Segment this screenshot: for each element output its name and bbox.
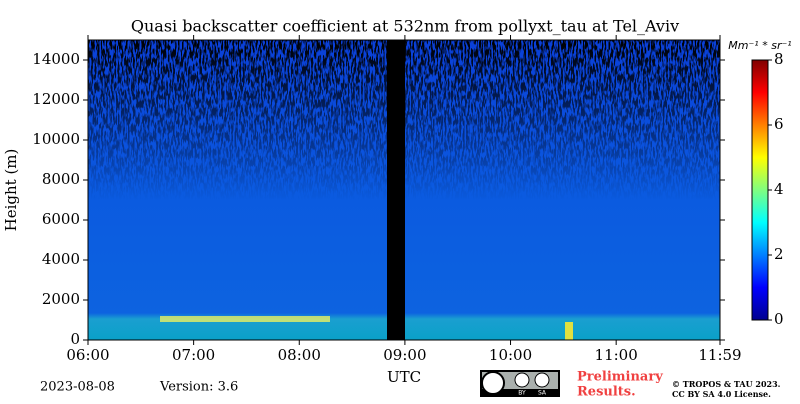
date: 2023-08-08 <box>40 380 115 395</box>
y-axis-label: Height (m) <box>2 149 20 232</box>
colorbar-tick-label: 4 <box>774 180 784 198</box>
y-tick-label: 6000 <box>42 210 80 228</box>
y-tick-label: 2000 <box>42 290 80 308</box>
y-tick-label: 10000 <box>32 130 80 148</box>
chart-title: Quasi backscatter coefficient at 532nm f… <box>131 17 679 36</box>
badge-text: SA <box>538 390 547 397</box>
notice: Results. <box>577 385 636 400</box>
x-tick-label: 10:00 <box>489 346 532 364</box>
colorbar <box>751 59 769 321</box>
version: Version: 3.6 <box>159 380 238 395</box>
colorbar-label: Mm⁻¹ * sr⁻¹ <box>728 39 791 52</box>
y-tick-label: 14000 <box>32 50 80 68</box>
y-tick-label: 4000 <box>42 250 80 268</box>
colorbar-tick-label: 6 <box>774 115 784 133</box>
colorbar-tick-label: 2 <box>774 245 784 263</box>
x-tick-label: 08:00 <box>278 346 321 364</box>
colorbar-tick-label: 8 <box>774 50 784 68</box>
notice: Preliminary <box>577 370 663 385</box>
x-tick-label: 09:00 <box>383 346 426 364</box>
copyright: CC BY SA 4.0 License. <box>672 389 771 399</box>
x-tick-label: 11:00 <box>595 346 638 364</box>
heatmap <box>88 40 720 340</box>
license-badge: BY SA <box>480 370 560 397</box>
y-tick-label: 0 <box>70 330 80 348</box>
colorbar-tick-label: 0 <box>774 310 784 328</box>
y-tick-label: 8000 <box>42 170 80 188</box>
x-axis-label: UTC <box>387 368 421 386</box>
x-tick-label: 07:00 <box>172 346 215 364</box>
copyright: © TROPOS & TAU 2023. <box>672 379 781 389</box>
y-tick-label: 12000 <box>32 90 80 108</box>
plot-frame <box>87 39 721 341</box>
badge-text: BY <box>518 390 526 397</box>
x-tick-label: 11:59 <box>698 346 741 364</box>
x-tick-label: 06:00 <box>66 346 109 364</box>
